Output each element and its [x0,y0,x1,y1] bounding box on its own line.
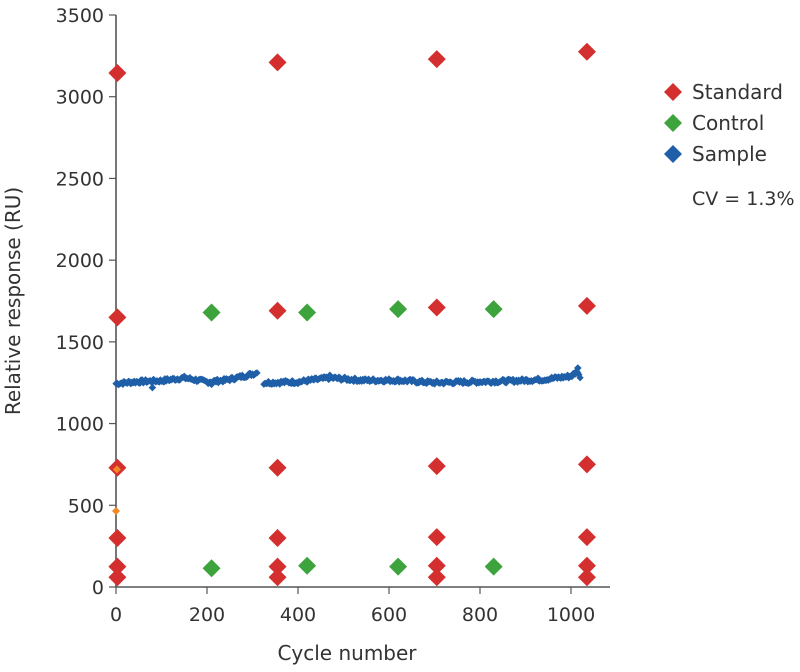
sample-point [148,383,157,392]
standard-point [108,528,127,547]
x-tick-label: 400 [280,604,316,626]
legend-standard-marker [664,83,682,101]
y-tick-label: 1500 [56,332,104,354]
legend-control-marker [664,114,682,132]
control-point [202,559,221,578]
standard-point [108,64,127,83]
y-tick-label: 3000 [56,87,104,109]
marker-layer [108,42,596,587]
standard-point [268,458,287,477]
x-axis-title: Cycle number [277,641,417,665]
y-axis-title: Relative response (RU) [1,187,25,415]
axes [115,15,610,588]
standard-point [268,557,287,576]
standard-point [268,568,287,587]
sample-point [325,375,333,384]
sample-point [422,379,431,388]
standard-point [427,556,446,575]
control-point [484,557,503,576]
x-tick-label: 1000 [547,604,595,626]
sample-point [219,378,227,386]
y-tick-label: 2500 [56,168,104,190]
legend-sample-label: Sample [692,142,767,166]
sample-point [303,378,311,386]
sample-point [207,380,216,389]
standard-point [577,42,596,61]
sample-point [336,374,344,382]
standard-point [427,457,446,476]
standard-point [577,296,596,315]
control-point [298,556,317,575]
legend-standard-label: Standard [692,80,783,104]
sample-point [576,374,584,382]
y-tick-label: 500 [68,495,104,517]
sample-point [326,371,334,380]
standard-point [577,568,596,587]
standard-point [268,301,287,320]
standard-point [108,308,127,327]
sample-series [112,364,584,392]
sample-point [276,380,284,388]
y-tick-label: 0 [92,577,104,599]
standard-point [108,557,127,576]
control-point [484,300,503,319]
standard-point [268,528,287,547]
sample-point [226,376,234,385]
standard-point [577,455,596,474]
standard-point [108,568,127,587]
sample-point [418,376,426,384]
control-point [389,300,408,319]
control-point [298,303,317,322]
sample-point [509,375,517,383]
standard-point [427,50,446,69]
standard-point [577,556,596,575]
y-tick-label: 1000 [56,414,104,436]
legend-sample-marker [664,145,682,163]
x-tick-label: 800 [462,604,498,626]
cv-annotation: CV = 1.3% [692,188,795,210]
standard-point [427,568,446,587]
control-point [389,557,408,576]
standard-point [427,298,446,317]
legend: Standard Control Sample [664,80,783,166]
control-point [202,303,221,322]
standard-point [427,528,446,547]
y-tick-label: 3500 [56,5,104,27]
y-ticks: 0 500 1000 1500 2000 2500 3000 3500 [56,5,116,599]
legend-control-label: Control [692,111,764,135]
x-tick-label: 600 [371,604,407,626]
standard-point [268,53,287,72]
x-tick-label: 0 [110,604,122,626]
standard-point [577,528,596,547]
orange-point [112,507,120,516]
x-tick-label: 200 [189,604,225,626]
sample-point [253,369,261,377]
sample-point [574,364,582,372]
orange-point [112,465,121,474]
y-tick-label: 2000 [56,250,104,272]
x-ticks: 0 200 400 600 800 1000 [110,587,595,626]
